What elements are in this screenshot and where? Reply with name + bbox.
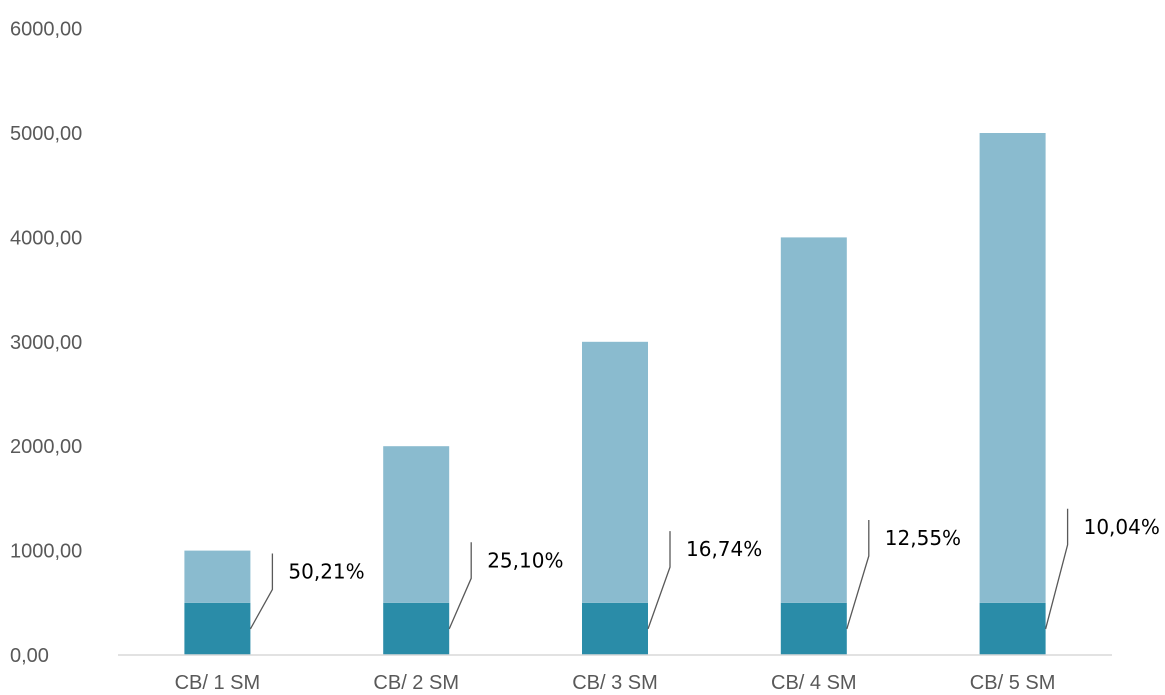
bar-segment-top [780,237,847,603]
x-tick-label: CB/ 5 SM [970,672,1056,694]
leader-line [846,519,870,630]
bar-segment-top [383,446,450,603]
bar-segment-base [582,602,648,655]
y-axis-ticks: 0,00 1000,00 2000,00 3000,00 4000,00 5000,00 6… [10,19,82,667]
x-tick-label: CB/ 4 SM [771,672,857,694]
x-tick-label: CB/ 1 SM [175,672,261,694]
data-label: 50,21% [288,559,364,583]
bar-segment-base [979,602,1046,655]
x-tick-label: CB/ 2 SM [373,672,459,694]
bar-segment-base [383,602,450,655]
leader-line [448,542,472,630]
bar-segment-top [582,341,648,603]
x-axis-categories: CB/ 1 SM CB/ 2 SM CB/ 3 SM CB/ 4 SM CB/ 5 SM [175,672,1056,694]
bar-segment-top [184,550,251,603]
x-tick-label: CB/ 3 SM [572,672,658,694]
y-tick-label: 3000,00 [10,332,82,354]
leader-line [1044,508,1069,630]
data-label: 16,74% [686,537,762,561]
y-tick-label: 0,00 [10,645,49,667]
data-labels: 50,21% 25,10% 16,74% 12,55% 10,04% [249,508,1160,630]
y-tick-label: 6000,00 [10,19,82,41]
bar-segment-top [979,133,1046,603]
data-label: 12,55% [885,526,961,550]
data-label: 25,10% [487,548,563,572]
data-label: 10,04% [1084,515,1160,539]
y-tick-label: 4000,00 [10,227,82,249]
y-tick-label: 1000,00 [10,541,82,563]
bar-segment-base [184,602,251,655]
leader-line [647,531,671,630]
y-tick-label: 5000,00 [10,123,82,145]
bars [184,133,1046,655]
bar-segment-base [780,602,847,655]
y-tick-label: 2000,00 [10,436,82,458]
leader-line [249,553,274,630]
